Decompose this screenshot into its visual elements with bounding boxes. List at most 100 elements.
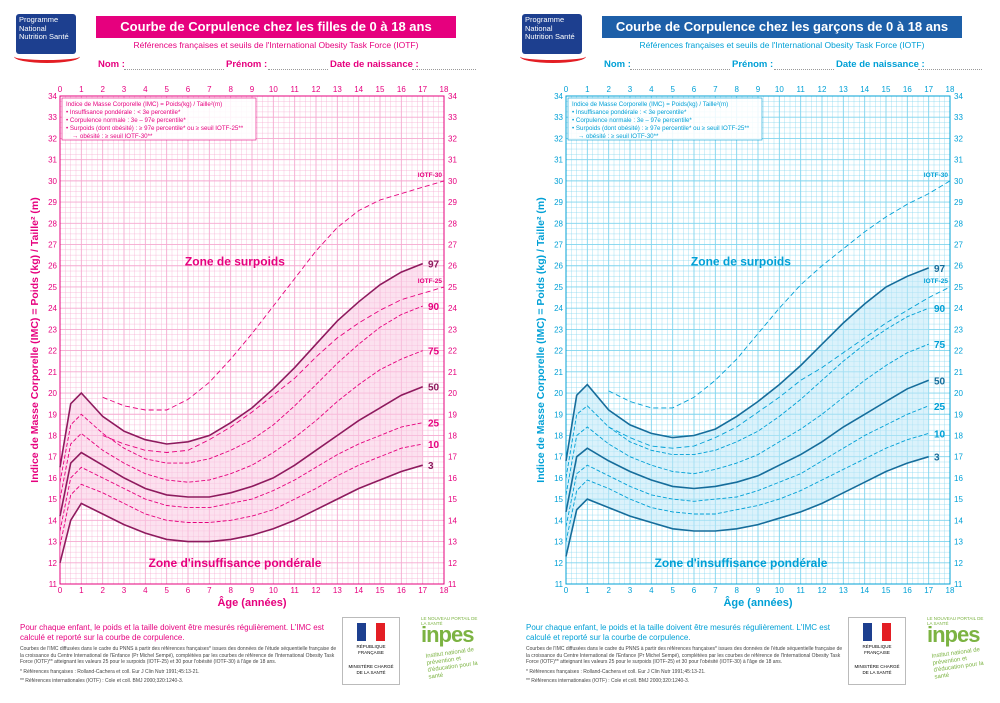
y-tick-label-right: 12 [448, 559, 457, 568]
x-tick-label-top: 10 [269, 85, 278, 94]
y-tick-label: 29 [48, 198, 57, 207]
footer-text: Pour chaque enfant, le poids et la taill… [20, 623, 340, 685]
y-tick-label: 15 [554, 495, 563, 504]
pnns-swoosh-icon [14, 50, 80, 63]
birthdate-label: Date de naissance : [330, 59, 419, 70]
x-tick-label: 2 [606, 586, 611, 595]
x-tick-label: 7 [713, 586, 718, 595]
firstname-field[interactable] [774, 69, 834, 70]
x-tick-label: 11 [291, 586, 300, 595]
zone-overweight-label: Zone de surpoids [691, 255, 791, 269]
x-tick-label-top: 6 [692, 85, 697, 94]
x-tick-label-top: 3 [628, 85, 633, 94]
name-label: Nom : [604, 59, 631, 70]
inpes-top: LE NOUVEAU PORTAIL DE LA SANTÉ [421, 616, 478, 626]
inpes-name: inpes [927, 622, 980, 647]
y-tick-label-right: 33 [954, 113, 963, 122]
x-tick-label: 14 [354, 586, 363, 595]
x-tick-label: 15 [376, 586, 385, 595]
x-tick-label: 13 [333, 586, 342, 595]
y-tick-label: 14 [48, 516, 57, 525]
footer-small: Courbes de l'IMC diffusées dans le cadre… [526, 646, 843, 665]
y-tick-label: 33 [554, 113, 563, 122]
x-tick-label-top: 14 [354, 85, 363, 94]
y-tick-label-right: 22 [448, 347, 457, 356]
x-tick-label: 6 [692, 586, 697, 595]
x-tick-label-top: 17 [924, 85, 933, 94]
x-tick-label-top: 13 [839, 85, 848, 94]
name-label: Nom : [98, 59, 125, 70]
y-tick-label-right: 11 [448, 580, 457, 589]
y-tick-label: 23 [554, 325, 563, 334]
x-tick-label: 17 [418, 586, 427, 595]
x-tick-label-top: 0 [564, 85, 569, 94]
y-tick-label: 13 [554, 538, 563, 547]
footer-ref1: * Références françaises : Rolland-Cacher… [526, 668, 706, 675]
series-line-3 [59, 464, 423, 563]
series-label-25: 25 [934, 402, 946, 413]
pnns-logo: Programme National Nutrition Santé [12, 10, 82, 63]
name-field[interactable] [124, 69, 224, 70]
x-tick-label: 9 [250, 586, 255, 595]
birthdate-field[interactable] [918, 69, 982, 70]
x-tick-label: 8 [228, 586, 233, 595]
pnns-logo-text: Programme National Nutrition Santé [522, 14, 582, 54]
firstname-field[interactable] [268, 69, 328, 70]
x-tick-label-top: 7 [713, 85, 718, 94]
series-label-97: 97 [934, 264, 946, 275]
x-tick-label-top: 3 [122, 85, 127, 94]
x-tick-label-top: 7 [207, 85, 212, 94]
y-tick-label: 23 [48, 325, 57, 334]
x-tick-label: 15 [882, 586, 891, 595]
series-line-iotf-25 [608, 286, 951, 449]
y-tick-label-right: 22 [954, 347, 963, 356]
x-tick-label: 3 [628, 586, 633, 595]
plot-frame [59, 95, 445, 585]
x-tick-label-top: 2 [606, 85, 611, 94]
x-tick-label-top: 5 [164, 85, 169, 94]
y-tick-label-right: 20 [954, 389, 963, 398]
y-tick-label-right: 28 [954, 219, 963, 228]
footer-small: Courbes de l'IMC diffusées dans le cadre… [20, 646, 337, 665]
x-tick-label-top: 1 [585, 85, 590, 94]
series-label-97: 97 [428, 260, 440, 271]
y-tick-label-right: 12 [954, 559, 963, 568]
x-tick-label-top: 6 [186, 85, 191, 94]
y-tick-label-right: 19 [448, 410, 457, 419]
ministry-logo: RÉPUBLIQUE FRANÇAISE MINISTÈRE CHARGÉ DE… [848, 617, 906, 685]
birthdate-field[interactable] [412, 69, 476, 70]
legend-entry: • Insuffisance pondérale : < 3e percenti… [572, 109, 687, 116]
inpes-name: inpes [421, 622, 474, 647]
ministry-logo: RÉPUBLIQUE FRANÇAISE MINISTÈRE CHARGÉ DE… [342, 617, 400, 685]
series-line-iotf-30 [102, 180, 445, 411]
y-tick-label-right: 21 [448, 368, 457, 377]
x-tick-label-top: 12 [818, 85, 827, 94]
y-tick-label: 16 [48, 474, 57, 483]
x-tick-label-top: 15 [882, 85, 891, 94]
zone-underweight-label: Zone d'insuffisance pondérale [148, 556, 321, 570]
y-tick-label: 20 [48, 389, 57, 398]
y-tick-label-right: 28 [448, 219, 457, 228]
footer-ref1: * Références françaises : Rolland-Cacher… [20, 668, 200, 675]
y-tick-label: 31 [554, 156, 563, 165]
x-tick-label-top: 18 [946, 85, 955, 94]
y-tick-label-right: 31 [448, 156, 457, 165]
birthdate-label: Date de naissance : [836, 59, 925, 70]
x-tick-label-top: 4 [649, 85, 654, 94]
x-tick-label: 16 [903, 586, 912, 595]
french-flag-icon [863, 623, 891, 641]
x-tick-label: 10 [775, 586, 784, 595]
y-tick-label-right: 26 [954, 262, 963, 271]
name-field[interactable] [630, 69, 730, 70]
series-line-50 [565, 379, 929, 513]
y-tick-label: 18 [554, 431, 563, 440]
y-tick-label: 27 [554, 241, 563, 250]
series-line-iotf-25 [102, 286, 445, 453]
inpes-logo: LE NOUVEAU PORTAIL DE LA SANTÉ inpes Ins… [407, 614, 479, 686]
series-label-3: 3 [934, 453, 940, 464]
legend-box [567, 97, 763, 141]
y-tick-label: 21 [554, 368, 563, 377]
series-line-10 [59, 443, 423, 546]
x-axis-label: Âge (années) [217, 596, 286, 609]
zone-overweight-label: Zone de surpoids [185, 255, 285, 269]
